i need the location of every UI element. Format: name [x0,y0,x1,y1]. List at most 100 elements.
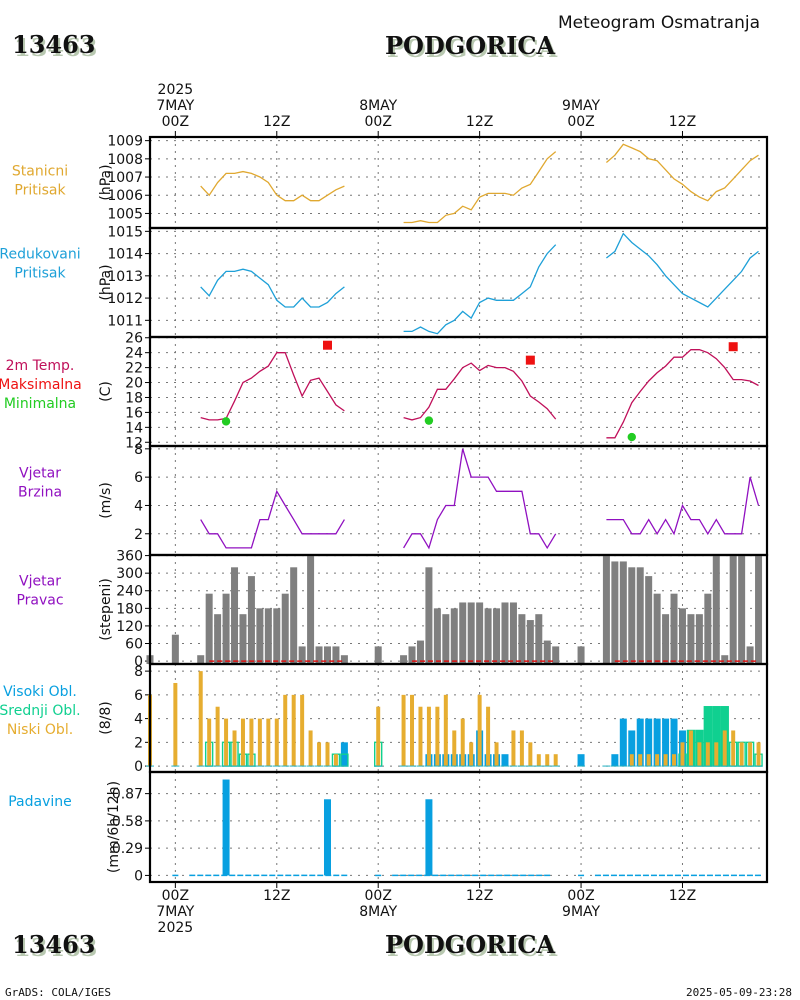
cloud-low-bar [545,754,550,767]
y-tick-label: 24 [125,346,143,362]
cloud-high-bar [611,754,619,767]
cloud-high-bar [670,718,678,767]
y-tick-label: 1006 [107,188,143,204]
wind-direction-bar [645,576,653,664]
y-axis-label: (hPa) [98,164,114,200]
panel-title: Minimalna [4,396,76,412]
y-tick-label: 12 [125,435,143,451]
cloud-low-bar [249,718,254,767]
wind-direction-bar [298,646,306,664]
wind-direction-bar [171,634,179,664]
y-tick-label: 0 [134,759,143,775]
cloud-low-bar [376,706,381,767]
series-line [403,362,557,421]
y-tick-label: 1013 [107,269,143,285]
y-tick-label: 1014 [107,247,143,263]
wind-direction-bar [433,608,441,664]
wind-direction-bar [239,614,247,664]
wind-direction-bar [670,593,678,664]
cloud-low-bar [536,754,541,767]
wind-direction-bar [442,614,450,664]
x-tick-label: 12Z [669,114,696,130]
wind-direction-bar [662,614,670,664]
cloud-low-bar [553,754,558,767]
wind-direction-bar [264,608,272,664]
footer-station-name: PODGORICA [385,930,556,959]
cloud-low-bar [274,718,279,767]
footer-station-id: 13463 [12,930,96,959]
wind-direction-bar [484,608,492,664]
series-line [403,448,557,550]
tmin-marker [627,432,636,442]
y-axis-label: (C) [98,381,114,402]
cloud-low-bar [300,694,305,767]
y-tick-label: 240 [116,584,143,600]
cloud-high-bar [653,718,661,767]
panel-frame [148,444,769,557]
wind-direction-bar [611,561,619,664]
series-line [200,170,345,202]
cloud-low-bar [477,694,482,767]
cloud-low-bar [688,730,693,767]
series-line [606,232,759,308]
y-tick-label: 0 [134,654,143,670]
cloud-high-bar [619,718,627,767]
wind-direction-bar [476,602,484,664]
y-tick-label: 0 [134,868,143,884]
tmax-marker [322,340,332,350]
cloud-high-bar [501,754,509,767]
x-tick-label: 8MAY [359,904,397,920]
wind-direction-bar [729,555,737,664]
cloud-low-bar [460,718,465,767]
panel-frame [148,335,769,448]
y-tick-label: 0.87 [112,787,143,803]
wind-direction-bar [256,608,264,664]
cloud-low-bar [494,742,499,767]
wind-direction-bar [467,602,475,664]
panel-wind-speed: 2 4 6 8 (m/s) Vjetar Brzina [18,442,769,557]
wind-direction-bar [247,576,255,664]
wind-direction-bar [459,602,467,664]
tmin-marker [424,416,434,425]
cloud-mid-bar [704,706,712,767]
wind-direction-bar [450,608,458,664]
wind-direction-bar [374,646,382,664]
cloud-low-bar [528,742,533,767]
y-tick-label: 1011 [107,313,143,329]
y-tick-label: 2 [134,527,143,543]
panel-reduced-pressure: 1011 1012 1013 1014 1015 (hPa) Redukovani Priti… [0,224,769,339]
y-tick-label: 26 [125,331,143,347]
wind-direction-bar [323,646,331,664]
cloud-low-bar [232,730,237,767]
wind-direction-bar [231,567,239,664]
wind-direction-bar [408,646,416,664]
x-tick-label: 7MAY [156,98,194,114]
y-tick-label: 1005 [107,206,143,222]
precip-bar [222,779,230,876]
y-tick-label: 180 [116,601,143,617]
cloud-low-bar [705,742,710,767]
cloud-low-bar [173,682,178,767]
y-tick-label: 18 [125,390,143,406]
tmax-marker [525,355,535,365]
cloud-high-bar [577,754,585,767]
cloud-high-bar [645,718,653,767]
cloud-low-bar [317,742,322,767]
cloud-low-bar [663,754,668,767]
cloud-high-bar [628,730,636,767]
panel-precipitation: 0 0.29 0.58 0.87(mm/6h/12h) Padavine [8,770,769,884]
y-tick-label: 1007 [107,170,143,186]
wind-direction-bar [332,646,340,664]
y-tick-label: 16 [125,405,143,421]
panel-title: Pravac [16,593,63,609]
y-tick-label: 20 [125,376,143,392]
panel-title: 2m Temp. [6,358,75,374]
x-tick-label: 9MAY [562,98,600,114]
cloud-low-bar [486,706,491,767]
cloud-low-bar [240,718,245,767]
x-tick-label: 12Z [466,888,493,904]
